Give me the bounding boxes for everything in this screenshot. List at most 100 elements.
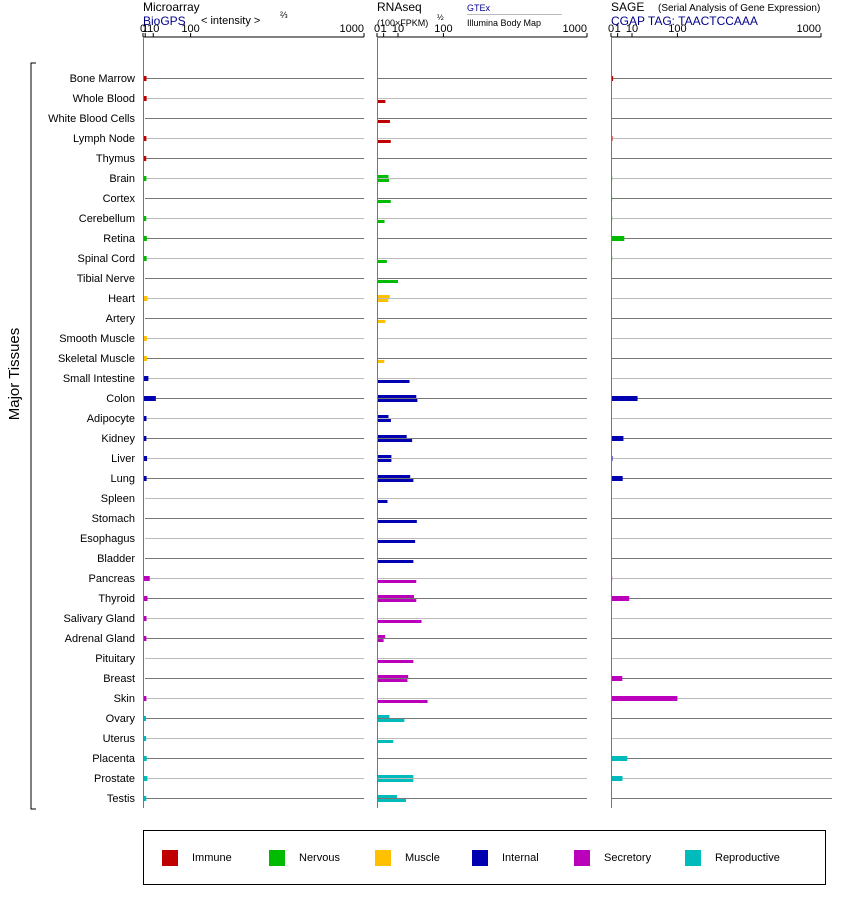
tissue-row: Small Intestine xyxy=(63,373,832,385)
bar-microarray xyxy=(143,396,156,401)
tissue-label: Salivary Gland xyxy=(63,613,135,625)
tissue-label: Adipocyte xyxy=(87,413,135,425)
tissue-row: Kidney xyxy=(101,433,832,445)
bar-microarray xyxy=(143,296,148,301)
bar-rnaseq xyxy=(377,620,422,623)
tissue-label: White Blood Cells xyxy=(48,113,135,125)
tissue-label: Artery xyxy=(106,313,136,325)
tissue-row: Liver xyxy=(111,453,832,465)
tissue-label: Breast xyxy=(103,673,135,685)
tissue-row: Thymus xyxy=(96,153,832,165)
sage-source[interactable]: CGAP TAG: TAACTCCAAA xyxy=(611,14,758,28)
legend-swatch xyxy=(269,850,285,866)
tissue-label: Placenta xyxy=(92,753,136,765)
bar-rnaseq xyxy=(377,479,414,482)
tissue-row: Lung xyxy=(111,473,832,485)
tissue-row: Testis xyxy=(107,793,832,805)
tick-label-rnaseq: 10 xyxy=(392,23,404,35)
microarray-source[interactable]: BioGPS xyxy=(143,14,186,28)
tissue-row: Prostate xyxy=(94,773,832,785)
legend-item-internal: Internal xyxy=(472,850,539,866)
tick-label-microarray: 0 xyxy=(140,23,146,35)
tissue-label: Lung xyxy=(111,473,135,485)
bar-rnaseq xyxy=(377,599,417,602)
legend-swatch xyxy=(472,850,488,866)
bar-microarray xyxy=(143,176,147,181)
bar-sage xyxy=(611,436,624,441)
bar-microarray xyxy=(143,236,147,241)
tick-label-sage: 1000 xyxy=(797,23,821,35)
tissue-label: Thymus xyxy=(96,153,136,165)
bar-microarray xyxy=(143,356,147,361)
bar-rnaseq xyxy=(377,635,386,638)
bar-rnaseq xyxy=(377,299,389,302)
tissue-label: Spinal Cord xyxy=(78,253,135,265)
bar-rnaseq xyxy=(377,675,409,678)
bar-microarray xyxy=(143,756,147,761)
rnaseq-source-illumina: Illumina Body Map xyxy=(467,18,541,28)
tissue-label: Liver xyxy=(111,453,135,465)
tissue-label: Bone Marrow xyxy=(70,73,135,85)
sage-subtitle: (Serial Analysis of Gene Expression) xyxy=(658,3,820,14)
bar-rnaseq xyxy=(377,320,386,323)
tissue-row: Cerebellum xyxy=(79,213,832,225)
bar-rnaseq xyxy=(377,175,389,178)
bar-microarray xyxy=(143,96,147,101)
tick-label-rnaseq: 1 xyxy=(381,23,387,35)
bar-sage xyxy=(611,776,623,781)
bar-rnaseq xyxy=(377,475,411,478)
tissue-label: Pituitary xyxy=(95,653,135,665)
bar-microarray xyxy=(143,376,149,381)
bar-microarray xyxy=(143,796,147,801)
bar-microarray xyxy=(143,76,147,81)
tissue-label: Adrenal Gland xyxy=(65,633,135,645)
tissue-label: Esophagus xyxy=(80,533,136,545)
bar-sage xyxy=(611,596,630,601)
tissue-row: White Blood Cells xyxy=(48,113,832,125)
bar-rnaseq xyxy=(377,715,390,718)
bar-rnaseq xyxy=(377,740,394,743)
tissue-label: Cortex xyxy=(103,193,136,205)
tissue-row: Heart xyxy=(108,293,832,305)
legend-item-immune: Immune xyxy=(162,850,232,866)
bar-microarray xyxy=(143,576,150,581)
legend-label: Internal xyxy=(502,852,539,864)
tissue-bracket xyxy=(30,62,36,810)
tick-label-sage: 1 xyxy=(615,23,621,35)
tissue-row: Skin xyxy=(114,693,832,705)
bar-rnaseq xyxy=(377,639,384,642)
bar-microarray xyxy=(143,736,147,741)
tick-label-sage: 10 xyxy=(626,23,638,35)
tissue-row: Esophagus xyxy=(80,533,832,545)
tissue-row: Spinal Cord xyxy=(78,253,832,265)
rnaseq-source-gtex[interactable]: GTEx xyxy=(467,3,491,13)
tissue-row: Placenta xyxy=(92,753,832,765)
tissue-label: Testis xyxy=(107,793,136,805)
tissue-label: Stomach xyxy=(92,513,135,525)
tick-label-microarray: 1 xyxy=(142,23,148,35)
tissue-row: Uterus xyxy=(103,733,832,745)
microarray-unit-power: ⅔ xyxy=(280,10,288,20)
sage-title: SAGE xyxy=(611,0,644,14)
bar-rnaseq xyxy=(377,360,385,363)
bar-rnaseq xyxy=(377,399,418,402)
bar-rnaseq xyxy=(377,439,413,442)
tick-label-sage: 100 xyxy=(668,23,686,35)
bar-microarray xyxy=(143,336,147,341)
bar-microarray xyxy=(143,716,147,721)
tissue-row: Salivary Gland xyxy=(63,613,832,625)
tissue-row: Brain xyxy=(109,173,832,185)
bar-microarray xyxy=(143,636,147,641)
bar-rnaseq xyxy=(377,435,407,438)
legend-swatch xyxy=(685,850,701,866)
legend-swatch xyxy=(375,850,391,866)
bar-sage xyxy=(611,76,614,81)
bar-sage xyxy=(611,676,623,681)
rnaseq-unit-power: ½ xyxy=(437,13,444,22)
rnaseq-unit: (100×FPKM) xyxy=(377,18,428,28)
bar-rnaseq xyxy=(377,295,390,298)
tissue-row: Artery xyxy=(106,313,832,325)
bar-microarray xyxy=(143,256,147,261)
tissue-label: Skin xyxy=(114,693,135,705)
